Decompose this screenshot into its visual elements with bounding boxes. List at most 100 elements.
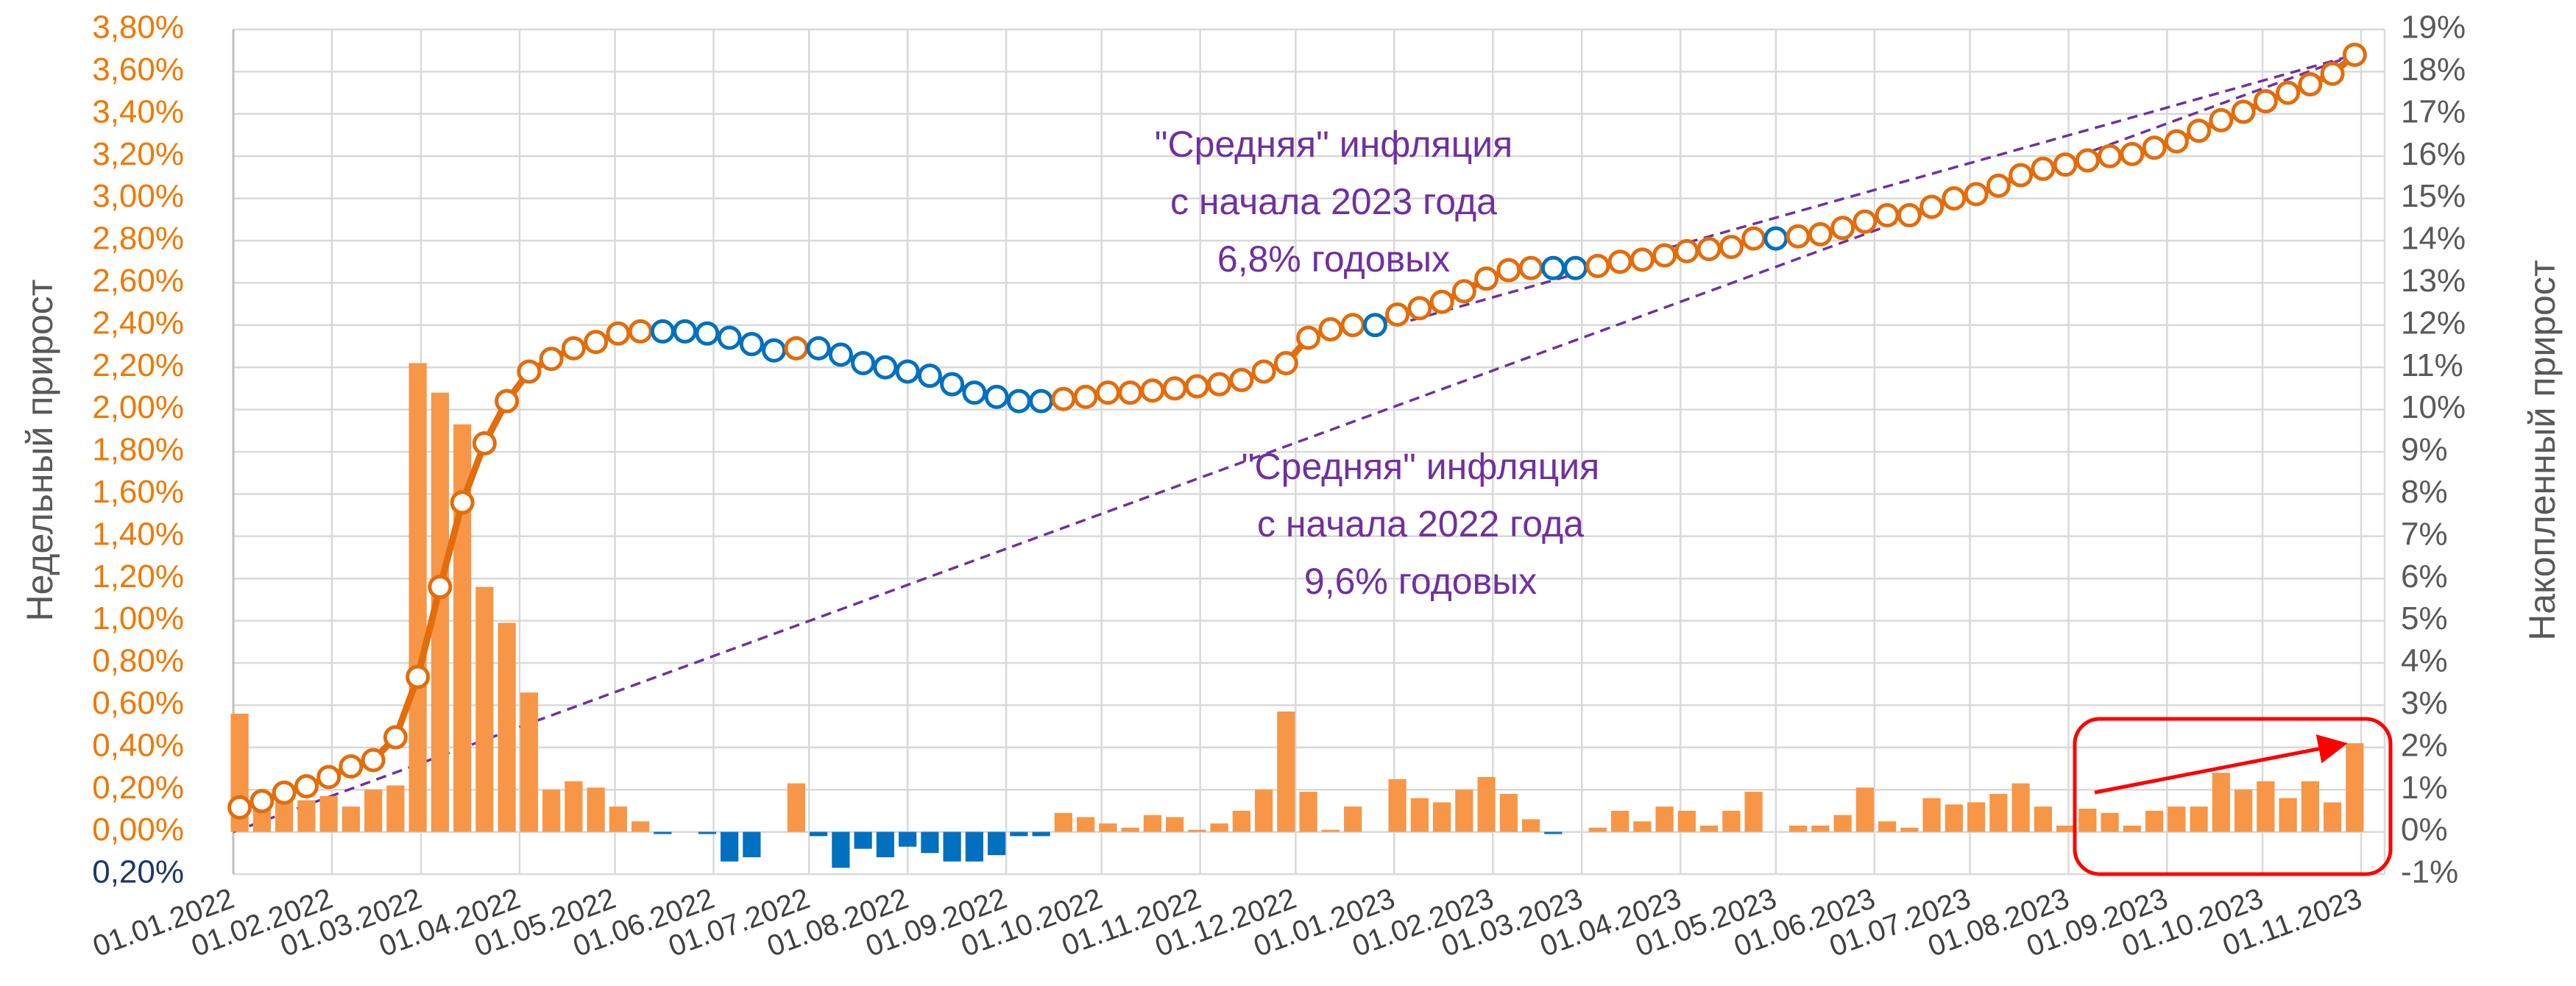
line-point bbox=[1786, 224, 1811, 249]
bar bbox=[1878, 821, 1897, 832]
y-tick-label: 1,20% bbox=[92, 558, 184, 595]
bar bbox=[1588, 827, 1607, 832]
line-point bbox=[1630, 247, 1655, 272]
bar bbox=[965, 831, 983, 862]
y-tick-label: 3,20% bbox=[92, 136, 184, 172]
bar bbox=[2234, 790, 2253, 832]
bar bbox=[631, 821, 650, 832]
bar bbox=[1989, 793, 2008, 832]
bar bbox=[1544, 831, 1563, 834]
bar bbox=[943, 831, 961, 862]
line-point bbox=[2164, 129, 2189, 154]
line-point bbox=[1942, 186, 1967, 211]
bar bbox=[520, 692, 538, 832]
bar bbox=[2346, 743, 2364, 832]
line-point bbox=[606, 321, 631, 346]
bar bbox=[698, 831, 716, 834]
bar bbox=[342, 806, 360, 832]
y-tick-label: 2,60% bbox=[92, 263, 184, 299]
line-point bbox=[1051, 386, 1076, 411]
bar bbox=[988, 831, 1006, 856]
y2-tick-label: 4% bbox=[2401, 643, 2448, 679]
line-point bbox=[2075, 148, 2100, 173]
bar bbox=[1210, 823, 1228, 832]
bar bbox=[1945, 804, 1963, 832]
bar bbox=[1143, 815, 1161, 832]
y2-tick-label: 6% bbox=[2401, 558, 2448, 595]
y-tick-label: 0,60% bbox=[92, 685, 184, 721]
line-point bbox=[1273, 350, 1298, 375]
line-point bbox=[1318, 317, 1343, 342]
line-point bbox=[1808, 221, 1833, 246]
y2-tick-label: 17% bbox=[2401, 93, 2466, 130]
marks bbox=[227, 42, 2367, 868]
line-point bbox=[2053, 152, 2078, 177]
y2-tick-label: 8% bbox=[2401, 474, 2448, 510]
bar bbox=[1054, 812, 1072, 832]
line-point bbox=[294, 774, 319, 799]
bar bbox=[1077, 817, 1095, 832]
bar bbox=[743, 831, 761, 858]
line-point bbox=[1385, 302, 1410, 327]
line-point bbox=[1362, 313, 1387, 338]
line-point bbox=[1964, 182, 1989, 207]
line-point bbox=[1095, 380, 1120, 405]
bar bbox=[1922, 798, 1941, 832]
bar bbox=[921, 831, 939, 854]
y2-tick-label: 18% bbox=[2401, 52, 2466, 88]
bar bbox=[1833, 815, 1852, 832]
y2-tick-label: 16% bbox=[2401, 136, 2466, 172]
bar bbox=[364, 790, 383, 832]
y2-tick-label: 2% bbox=[2401, 727, 2448, 763]
bar bbox=[854, 831, 872, 849]
y2-tick-label: 5% bbox=[2401, 600, 2448, 636]
line-point bbox=[1919, 194, 1945, 219]
line-point bbox=[717, 325, 742, 350]
line-point bbox=[1719, 235, 1744, 260]
line-point bbox=[2253, 89, 2278, 114]
annotation: "Средняя" инфляция bbox=[1242, 446, 1599, 487]
bar bbox=[1166, 817, 1184, 832]
y2-tick-label: 19% bbox=[2401, 10, 2466, 46]
line-point bbox=[873, 355, 898, 380]
line-point bbox=[406, 664, 431, 689]
line-point bbox=[1696, 236, 1722, 261]
bar bbox=[498, 623, 516, 832]
line-point bbox=[1407, 296, 1432, 321]
bar bbox=[2078, 809, 2097, 832]
line-point bbox=[1897, 203, 1922, 228]
bar bbox=[386, 785, 405, 832]
bar bbox=[899, 831, 917, 847]
bar bbox=[1967, 802, 1986, 832]
line-point bbox=[1429, 289, 1454, 314]
bar bbox=[1344, 806, 1362, 832]
y2-tick-label: 3% bbox=[2401, 685, 2448, 721]
line-point bbox=[472, 431, 497, 456]
bar bbox=[1744, 792, 1763, 832]
y-tick-label: 0,20% bbox=[92, 854, 184, 890]
y-tick-label: 2,40% bbox=[92, 305, 184, 341]
line-point bbox=[984, 384, 1009, 409]
line-point bbox=[495, 389, 520, 414]
bar bbox=[1722, 810, 1741, 832]
line-point bbox=[361, 748, 386, 773]
bar bbox=[2168, 806, 2186, 832]
bar bbox=[2279, 798, 2297, 832]
line-point bbox=[784, 336, 809, 361]
bar bbox=[2011, 783, 2030, 832]
bar bbox=[2145, 810, 2164, 832]
line-point bbox=[1607, 249, 1632, 274]
bar bbox=[1121, 827, 1139, 832]
line-point bbox=[1451, 279, 1476, 304]
highlight-arrow bbox=[2094, 734, 2348, 795]
annotation: "Средняя" инфляция bbox=[1155, 124, 1512, 165]
bar bbox=[1477, 776, 1496, 832]
line-point bbox=[1296, 325, 1321, 350]
line-point bbox=[339, 754, 364, 779]
bar bbox=[275, 800, 294, 832]
y2-tick-label: 7% bbox=[2401, 516, 2448, 552]
bar bbox=[1900, 827, 1919, 832]
line-point bbox=[316, 765, 342, 790]
